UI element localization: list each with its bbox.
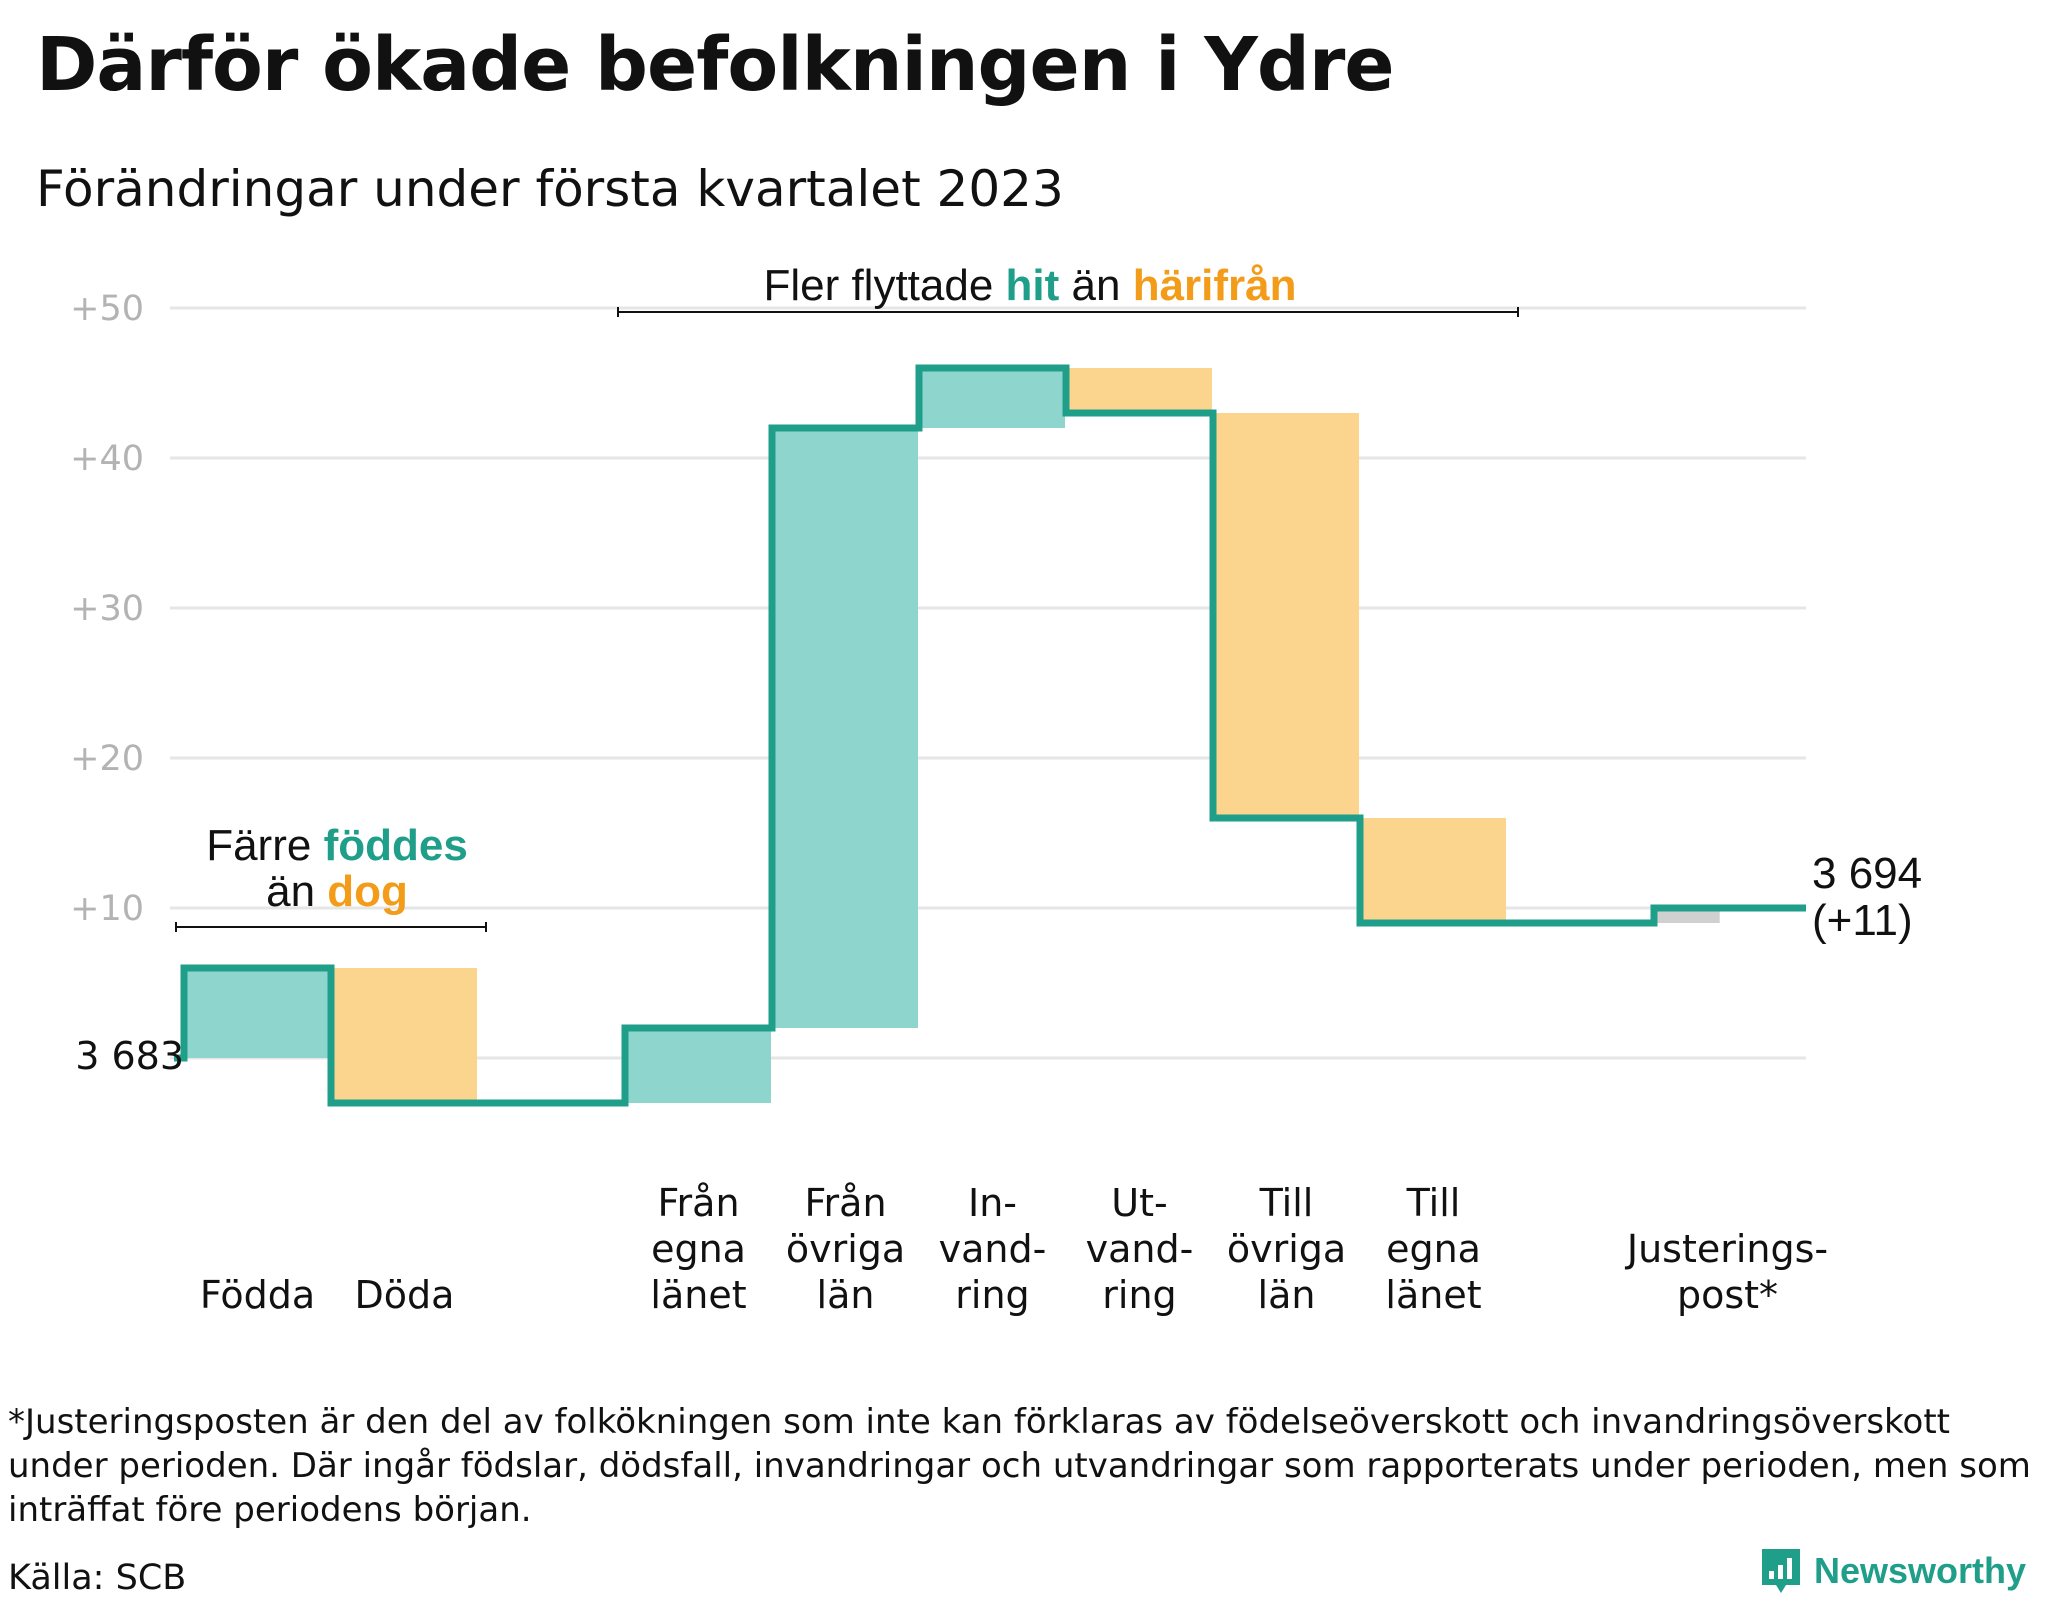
category-label: post* [1677,1273,1778,1317]
y-tick-label: +30 [70,589,144,629]
annotation-migration-out: härifrån [1133,261,1297,310]
category-label: övriga [786,1227,905,1271]
waterfall-chart: +10+20+30+40+50 Födda DödaFrånegnalänetFr… [70,261,1922,1317]
y-tick-label: +20 [70,739,144,779]
category-labels: Födda DödaFrånegnalänetFrånövrigalänIn-va… [200,1181,1828,1317]
bar-decrease [1066,368,1212,413]
bar-increase [184,968,330,1058]
category-label: Till [1259,1181,1314,1225]
newsworthy-logo-icon [1761,1549,1800,1593]
running-total-step-line [174,364,1806,1107]
category-label: Från [804,1181,886,1225]
category-label: In- [968,1181,1017,1225]
bar-decrease [331,968,477,1103]
category-label: län [817,1273,875,1317]
annotation-migration-in: hit [1006,261,1060,310]
bars [184,368,1720,1103]
category-label: vand- [939,1227,1047,1271]
y-tick-label: +10 [70,889,144,929]
annotation-natural-text-b: än [266,867,327,916]
start-value-label: 3 683 [75,1034,184,1078]
annotation-natural-births: föddes [324,821,468,870]
category-label: Födda [200,1273,315,1317]
end-value-label: 3 694 [1812,849,1922,898]
running-total-line [174,364,1806,1107]
category-label: Till [1406,1181,1461,1225]
footnote: *Justeringsposten är den del av folkökni… [8,1402,2031,1530]
y-tick-labels: +10 +20 +30 +40 +50 [70,289,144,929]
category-label: ring [1102,1273,1176,1317]
category-label: Ut- [1111,1181,1167,1225]
annotation-natural-bracket [175,922,487,932]
category-label: ring [955,1273,1029,1317]
y-tick-label: +40 [70,439,144,479]
category-label: Döda [355,1273,455,1317]
bar-increase [772,428,918,1028]
category-label: vand- [1086,1227,1194,1271]
bar-decrease [1213,413,1359,818]
category-label: länet [650,1273,746,1317]
svg-text:än dog: än dog [266,867,408,916]
category-label: Justerings- [1625,1227,1828,1271]
chart-title: Därför ökade befolkningen i Ydre [36,22,1395,108]
svg-text:Fler flyttade hit än härifrån: Fler flyttade hit än härifrån [763,261,1296,310]
svg-text:Färre föddes: Färre föddes [206,821,468,870]
bar-adjustment [1654,908,1720,923]
end-change-label: (+11) [1812,896,1913,945]
annotation-natural-deaths: dog [327,867,408,916]
annotation-migration-text-c: än [1059,261,1132,310]
annotation-natural-text-a: Färre [206,821,323,870]
chart-subtitle: Förändringar under första kvartalet 2023 [36,160,1064,218]
category-label: länet [1385,1273,1481,1317]
bar-increase [919,368,1065,428]
category-label: egna [1386,1227,1481,1271]
annotation-migration-bracket [617,307,1519,317]
category-label: län [1258,1273,1316,1317]
bar-decrease [1360,818,1506,923]
annotation-migration-text-a: Fler flyttade [763,261,1005,310]
y-tick-label: +50 [70,289,144,329]
category-label: egna [651,1227,746,1271]
category-label: Från [657,1181,739,1225]
source-label: Källa: SCB [8,1558,187,1598]
brand-name: Newsworthy [1813,1550,2026,1591]
category-label: övriga [1227,1227,1346,1271]
annotation-migration: Fler flyttade hit än härifrån [617,261,1519,317]
brand-logo: Newsworthy [1758,1545,2026,1597]
bar-increase [625,1028,771,1103]
annotation-natural: Färre föddes än dog [175,821,487,932]
